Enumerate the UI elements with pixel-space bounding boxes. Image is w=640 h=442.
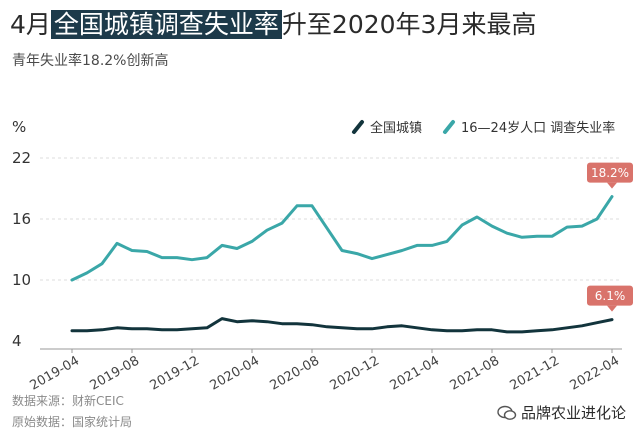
y-axis-unit: %	[12, 118, 26, 136]
data-origin-note: 原始数据：国家统计局	[12, 415, 133, 429]
callout-box	[587, 162, 633, 183]
callout-label: 6.1%	[595, 289, 626, 303]
x-tick-label: 2019-12	[147, 353, 202, 393]
chart-title: 4月 全国城镇调查失业率 升至2020年3月来最高	[10, 8, 536, 42]
x-tick-label: 2021-04	[387, 353, 442, 393]
chart-subtitle: 青年失业率18.2%创新高	[12, 53, 169, 69]
data-source-note: 数据来源：财新CEIC	[12, 394, 124, 408]
x-tick-label: 2021-12	[507, 353, 562, 393]
legend-label: 16—24岁人口 调查失业率	[461, 120, 615, 136]
watermark-text: 品牌农业进化论	[520, 404, 626, 422]
title-prefix: 4月	[10, 10, 51, 39]
legend-swatch	[443, 120, 455, 134]
x-tick-label: 2019-04	[27, 353, 82, 393]
y-tick-label: 4	[12, 332, 22, 350]
callout-box	[587, 285, 633, 306]
legend-label: 全国城镇	[370, 120, 422, 136]
x-tick-label: 2020-04	[207, 353, 262, 393]
series-line-national	[70, 317, 614, 334]
x-tick-label: 2021-08	[447, 353, 502, 393]
x-tick-label: 2022-04	[567, 353, 622, 393]
x-tick-label: 2019-08	[87, 353, 142, 393]
title-suffix: 升至2020年3月来最高	[281, 10, 537, 39]
callout-pointer	[607, 182, 617, 189]
callout-pointer	[607, 305, 617, 312]
y-tick-label: 22	[12, 149, 31, 167]
callout-label: 18.2%	[591, 166, 629, 180]
chat-bubble-icon	[497, 405, 517, 420]
x-tick-label: 2020-08	[267, 353, 322, 393]
y-tick-label: 16	[12, 210, 31, 228]
watermark: 品牌农业进化论	[497, 402, 626, 423]
y-tick-label: 10	[12, 271, 31, 289]
title-highlight: 全国城镇调查失业率	[50, 10, 282, 39]
series-line-youth	[70, 195, 614, 282]
legend-swatch	[352, 120, 364, 134]
x-tick-label: 2020-12	[327, 353, 382, 393]
